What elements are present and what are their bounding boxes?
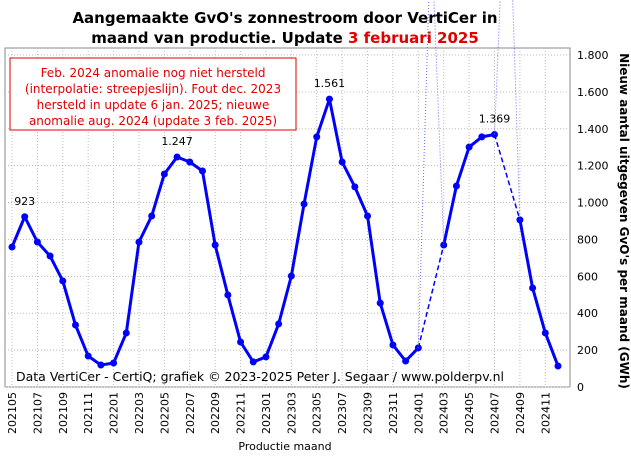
series-layer [5,0,570,388]
point [389,341,397,349]
point [211,241,219,249]
y-tick-label: 1.400 [577,123,609,136]
point [71,321,79,329]
y-tick-label: 1.200 [577,160,609,173]
point [59,277,67,285]
point [135,238,143,246]
point [376,299,384,307]
line-dashed [493,134,521,221]
point [402,357,410,365]
y-tick-label: 800 [577,233,598,246]
chart-title: maand van productie. Update 3 februari 2… [91,29,479,47]
point [160,170,168,178]
point [300,200,308,208]
point [8,243,16,251]
x-tick-label: 202203 [133,392,146,434]
point [325,95,333,103]
y-tick-label: 600 [577,270,598,283]
x-axis-label: Productie maand [238,440,331,453]
point [224,291,232,299]
point [529,284,537,292]
chart-title-date: 3 februari 2025 [348,29,479,47]
x-tick-label: 202405 [463,392,476,434]
x-tick-label: 202305 [311,392,324,434]
y-tick-label: 1.800 [577,49,609,62]
data-label: 923 [14,195,35,208]
point [465,143,473,151]
point [338,158,346,166]
point [237,338,245,346]
x-tick-label: 202311 [387,392,400,434]
point [554,362,562,370]
point [351,183,359,191]
x-tick-label: 202301 [260,392,273,434]
line-dashed [417,244,445,349]
credit: Data VertiCer - CertiQ; grafiek © 2023-2… [16,369,504,384]
y-tick-label: 1.000 [577,197,609,210]
x-tick-label: 202303 [285,392,298,434]
x-tick-label: 202109 [57,392,70,434]
data-label: 1.369 [479,112,511,125]
point [186,158,194,166]
y-axis-label: Nieuw aantal uitgegeven GvO's per maand … [617,53,631,389]
point [262,353,270,361]
x-tick-label: 202309 [362,392,375,434]
annotation-box [9,57,297,131]
x-tick-label: 202105 [6,392,19,434]
y-tick-label: 0 [577,381,584,394]
data-label: 1.247 [161,135,193,148]
chart-title: Aangemaakte GvO's zonnestroom door Verti… [72,9,497,27]
x-tick-label: 202201 [108,392,121,434]
point [287,272,295,280]
annotation: hersteld in update 6 jan. 2025; nieuwe [37,98,270,112]
y-tick-label: 200 [577,344,598,357]
point [84,352,92,360]
y-tick-label: 1.600 [577,86,609,99]
x-tick-label: 202209 [209,392,222,434]
y-tick-label: 400 [577,307,598,320]
point [122,329,130,337]
point [364,212,372,220]
annotation: Feb. 2024 anomalie nog niet hersteld [41,66,266,80]
point [46,252,54,260]
x-tick-label: 202111 [82,392,95,434]
point [478,133,486,141]
x-tick-label: 202409 [514,392,527,434]
x-tick-label: 202107 [31,392,44,434]
point [198,167,206,175]
annotation: anomalie aug. 2024 (update 3 feb. 2025) [29,114,277,128]
point [541,329,549,337]
point [452,182,460,190]
point [148,212,156,220]
x-tick-label: 202401 [412,392,425,434]
point [249,358,257,366]
point [33,238,41,246]
x-tick-label: 202207 [184,392,197,434]
x-tick-label: 202403 [438,392,451,434]
data-label: 1.561 [314,77,346,90]
annotation: (interpolatie: streepjeslijn). Fout dec.… [25,82,281,96]
point [97,361,105,369]
point [21,213,29,221]
point [173,153,181,161]
point [110,359,118,367]
x-tick-label: 202411 [539,392,552,434]
x-tick-label: 202211 [235,392,248,434]
x-tick-label: 202407 [489,392,502,434]
chart-title-part: maand van productie. Update [91,29,348,47]
line-dotted [494,0,521,220]
x-tick-label: 202205 [158,392,171,434]
line-solid [518,219,560,367]
x-tick-label: 202307 [336,392,349,434]
point [275,320,283,328]
point [313,133,321,141]
